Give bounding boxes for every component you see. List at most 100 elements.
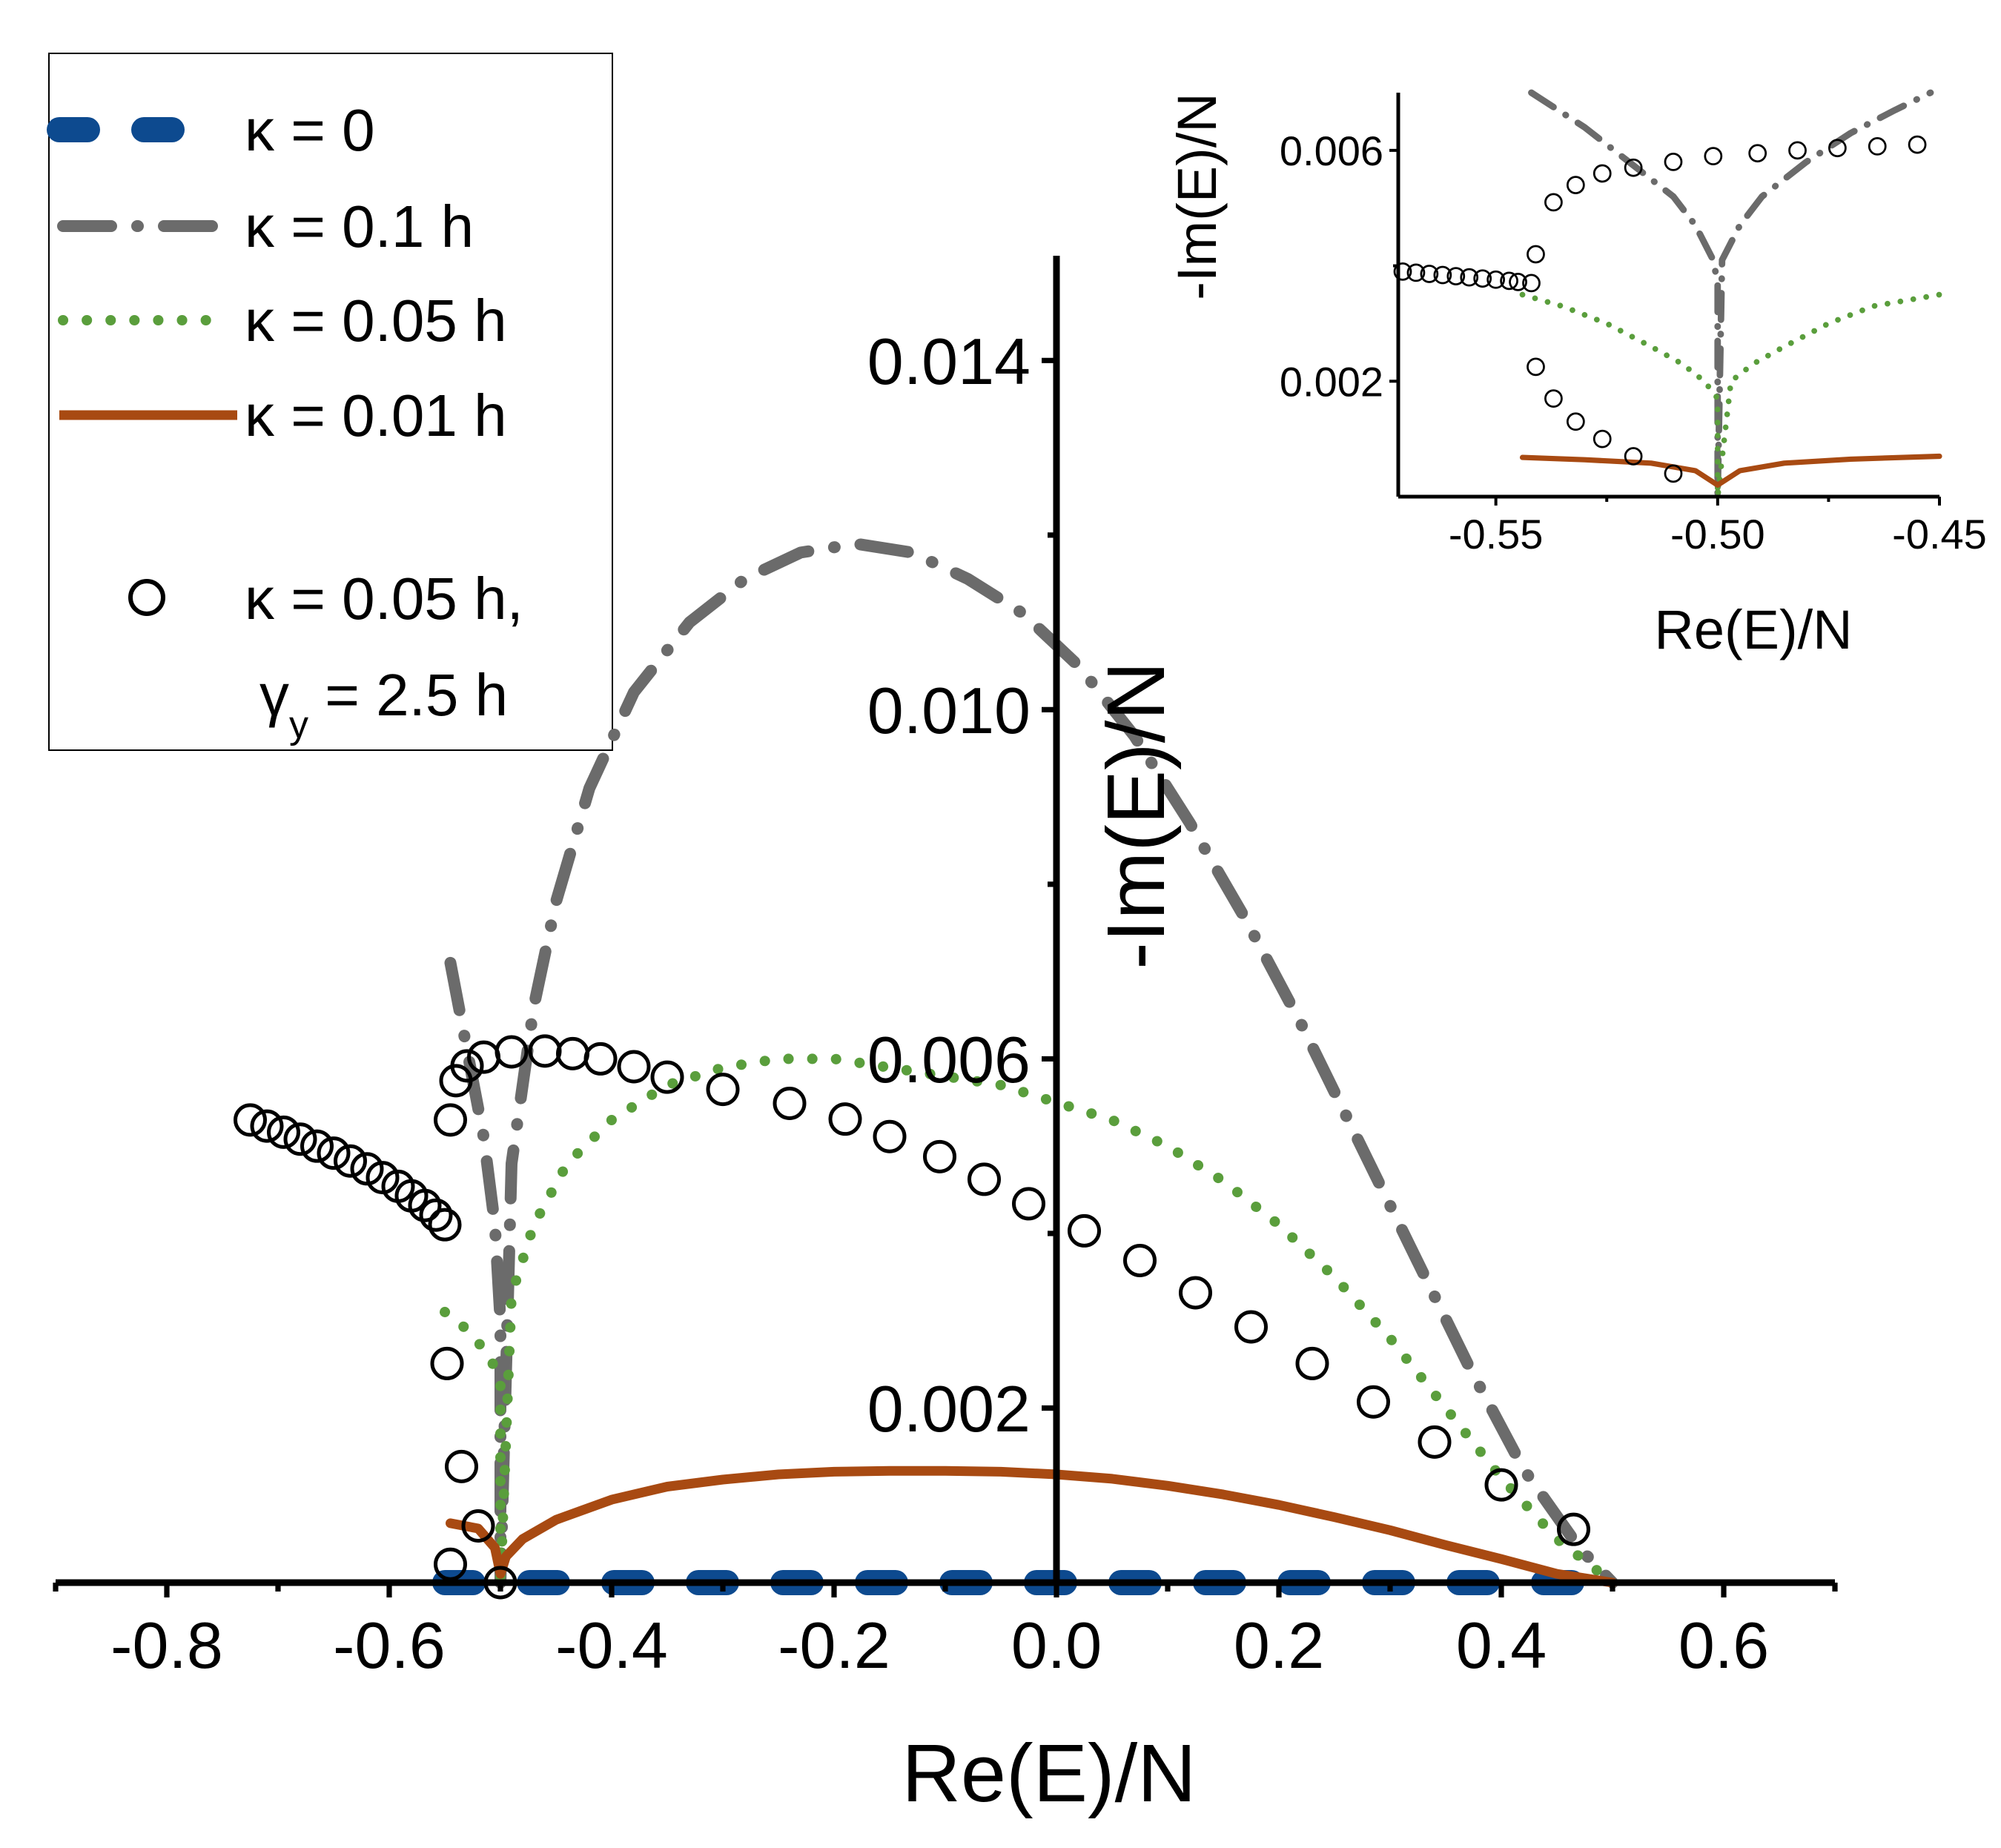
inset-plot: -0.55 -0.50 -0.45 0.002 0.006 Re(E)/N -Im(E)/N [1166, 89, 1987, 660]
main-circle-point [1012, 1187, 1045, 1221]
legend-label-k0: κ = 0 [245, 97, 375, 163]
main-circle-point [250, 1109, 284, 1143]
inset-circle-point [1420, 265, 1439, 283]
inset-circle-point [1406, 263, 1426, 282]
inset-circle-point [1788, 141, 1807, 160]
main-circle-point [300, 1129, 334, 1163]
main-x-tick-label: -0.4 [555, 1609, 668, 1682]
inset-circle-point [1624, 158, 1643, 177]
main-circle-point [1068, 1213, 1101, 1248]
main-circle-point [873, 1119, 907, 1153]
inset-x-axis-title: Re(E)/N [1654, 599, 1852, 660]
inset-circle-point [1828, 139, 1847, 158]
main-y-axis-title: -Im(E)/N [1091, 661, 1182, 969]
main-circle-point [968, 1162, 1001, 1196]
legend-label-k005: κ = 0.05 h [245, 288, 507, 354]
main-circle-point [1123, 1243, 1157, 1277]
main-circle-point [450, 1049, 484, 1083]
inset-circle-point [1566, 412, 1585, 431]
legend: κ = 0 κ = 0.1 h κ = 0.05 h κ = 0.01 h κ … [47, 53, 613, 751]
main-circle-point [828, 1102, 862, 1136]
inset-y-axis-title: -Im(E)/N [1166, 93, 1228, 300]
main-circle-point [923, 1139, 956, 1173]
main-circle-point [334, 1144, 367, 1178]
main-circle-point [1357, 1385, 1390, 1419]
inset-circle-point [1522, 274, 1541, 293]
main-circle-point [556, 1036, 589, 1070]
main-circle-point [650, 1060, 684, 1094]
main-series-solid-brown [446, 1466, 1618, 1588]
main-x-tick-label: 0.4 [1456, 1609, 1547, 1682]
inset-circle-point [1868, 137, 1887, 156]
main-x-tick-label: 0.6 [1678, 1609, 1769, 1682]
inset-circle-point [1592, 429, 1612, 448]
gamma-value: = 2.5 h [308, 662, 508, 728]
inset-series-dashdot-gray [1528, 89, 1934, 500]
inset-circle-point [1460, 268, 1479, 287]
inset-circle-point [1500, 271, 1518, 291]
inset-circle-point [1473, 269, 1492, 288]
main-circle-point [430, 1346, 464, 1380]
inset-series-dot-green [1519, 291, 1942, 500]
inset-circle-point [1544, 193, 1563, 212]
main-series-dot-green [440, 1053, 1618, 1588]
main-circle-point [434, 1103, 467, 1137]
main-x-tick-label: 0.2 [1234, 1609, 1324, 1682]
main-x-tick-label: -0.2 [778, 1609, 890, 1682]
legend-frame [48, 53, 613, 751]
inset-x-tick-label: -0.50 [1670, 511, 1765, 557]
main-x-tick-label: -0.6 [333, 1609, 446, 1682]
gamma-symbol: γ [259, 662, 289, 728]
main-circle-point [419, 1198, 453, 1232]
main-circle-point [706, 1073, 740, 1107]
inset-circle-point [1664, 464, 1683, 483]
main-y-tick-label: 0.014 [867, 325, 1031, 398]
legend-label-circles: κ = 0.05 h, [245, 566, 523, 632]
main-circle-point [445, 1449, 478, 1483]
inset-circle-point [1748, 144, 1767, 163]
main-circle-point [428, 1208, 462, 1242]
inset-circle-point [1509, 272, 1527, 291]
inset-x-tick-label: -0.45 [1892, 511, 1987, 557]
inset-series-solid-brown [1519, 453, 1942, 488]
main-x-axis-title: Re(E)/N [902, 1728, 1196, 1819]
inset-circle-point [1664, 153, 1683, 171]
main-circle-point [617, 1050, 651, 1084]
legend-label-gamma: γy = 2.5 h [259, 662, 508, 746]
main-circle-point [461, 1508, 495, 1543]
main-circle-point [350, 1152, 384, 1186]
inset-circle-point [1908, 135, 1927, 154]
main-circle-point [408, 1188, 442, 1222]
inset-x-tick-label: -0.55 [1449, 511, 1544, 557]
main-y-tick-label: 0.010 [867, 674, 1031, 747]
main-circle-point [583, 1041, 618, 1076]
inset-circle-point [1592, 164, 1612, 183]
main-circle-point [495, 1035, 529, 1069]
main-x-tick-label: 0.0 [1011, 1609, 1102, 1682]
main-x-tick-label: -0.8 [110, 1609, 223, 1682]
legend-label-k01: κ = 0.1 h [245, 193, 474, 259]
main-circle-point [267, 1115, 300, 1149]
main-y-tick-label: 0.002 [867, 1372, 1031, 1445]
inset-circle-point [1527, 357, 1545, 377]
inset-y-tick-label: 0.002 [1280, 358, 1383, 405]
main-y-tick-label: 0.006 [867, 1023, 1031, 1096]
main-circle-point [1179, 1276, 1212, 1310]
main-circle-point [773, 1086, 807, 1120]
main-circle-point [234, 1103, 267, 1137]
main-circle-point [467, 1040, 500, 1074]
gamma-subscript: y [289, 703, 308, 746]
inset-circle-point [1527, 245, 1545, 264]
legend-label-k001: κ = 0.01 h [245, 382, 507, 448]
main-circle-point [1295, 1346, 1329, 1380]
inset-circle-point [1433, 265, 1452, 285]
main-plot: -0.8 -0.6 -0.4 -0.2 0.0 0.2 0.4 0.6 0.002 0.006 0.… [53, 256, 1838, 1819]
legend-key-circles [128, 579, 165, 616]
inset-circle-point [1446, 267, 1466, 285]
main-circle-point [1418, 1425, 1452, 1459]
main-circle-point [434, 1547, 467, 1581]
inset-y-tick-label: 0.006 [1280, 127, 1383, 174]
main-circle-point [283, 1122, 317, 1156]
